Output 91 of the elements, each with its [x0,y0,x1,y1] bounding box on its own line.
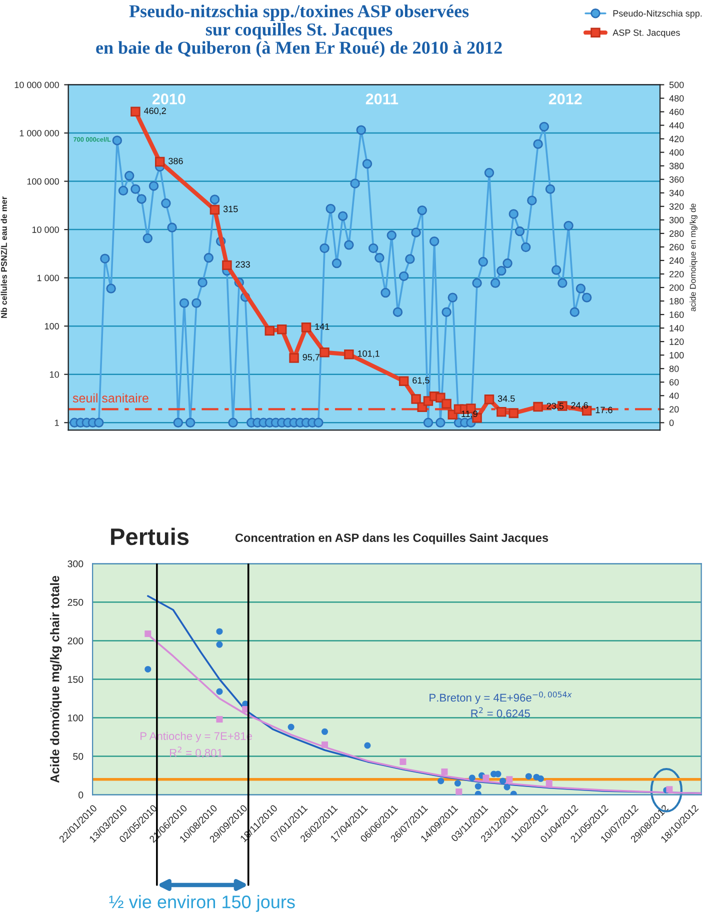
y2-tick-label: 140 [670,325,684,332]
annotation: 2011 [366,94,398,104]
point [525,773,532,780]
point [400,758,406,765]
y2-tick-label: 340 [669,190,684,196]
point [144,630,152,638]
y-tick-label: 150 [68,676,84,683]
y2-tick-label: 200 [670,284,684,291]
data-label: 101,1 [358,350,380,358]
point [500,778,506,784]
y-tick-label: 50 [73,753,84,760]
point [216,641,223,648]
y-tick-label: 10 000 000 [14,82,59,88]
y-tick-label: 1 000 [37,274,59,282]
y-tick-label: 1 [54,420,59,426]
annotation: 2012 [548,94,582,104]
y2-tick-label: 20 [670,406,679,413]
y2-tick-label: 300 [669,216,684,224]
y2-tick-label: 260 [670,244,684,250]
point [506,776,513,783]
y-axis-title: Acide domoïque mg/kg chair totale [50,576,62,783]
y2-tick-label: 380 [669,162,684,170]
y2-tick-label: 400 [669,149,684,156]
annotation: R$^{2}$ = 0,6245 [471,707,530,719]
point [666,786,673,793]
y2-tick-label: 40 [669,392,679,399]
y2-tick-label: 80 [669,366,679,372]
y-tick-label: 200 [68,637,84,644]
point [441,768,448,775]
y2-tick-label: 240 [670,257,684,264]
point [454,780,461,787]
data-label: 34.5 [498,395,515,402]
y2-tick-label: 460 [669,108,684,116]
y2-tick-label: 360 [669,176,684,183]
point [216,628,223,635]
y2-tick-label: 120 [670,338,684,345]
y-tick-label: 0 [78,792,84,798]
point [468,774,476,782]
y-tick-label: 100 [68,714,84,722]
point [546,780,552,787]
point [216,688,223,695]
y-axis-title: Nb cellules PSNZ/L eau de mer [0,196,8,318]
text: ½ vie environ 150 jours [109,895,295,912]
point [438,778,444,784]
data-label: 386 [168,158,183,164]
y-tick-label: 10 000 [32,226,59,233]
point [364,742,371,749]
y2-tick-label: 180 [670,298,684,304]
y2-tick-label: 60 [670,379,679,386]
y2-tick-label: 480 [669,95,684,102]
y-tick-label: 10 [50,371,59,378]
y-tick-label: 300 [68,560,84,568]
data-label: 460,2 [144,108,166,116]
y2-tick-label: 420 [669,136,684,142]
data-label: 233 [236,261,250,268]
legend-label: ASP St. Jacques [612,29,680,38]
point [322,728,328,735]
y2-axis-title: acide Domoique en mg/kg de [690,204,698,312]
point [456,788,462,795]
y2-tick-label: 100 [670,352,684,358]
point [144,666,152,672]
y-tick-label: 1 000 000 [20,130,59,136]
point [474,783,482,790]
y2-tick-label: 440 [669,122,684,129]
y2-tick-label: 0 [669,420,674,426]
annotation: 2010 [152,94,186,104]
y2-tick-label: 500 [669,82,684,88]
data-label: 315 [223,206,238,212]
y-tick-label: 100 [44,323,59,330]
chart-title: Pertuis [111,528,189,546]
y-tick-label: 100 000 [27,178,59,185]
data-label: 23.5 [546,402,564,410]
data-label: 61,5 [412,377,430,385]
chart-subtitle: Concentration en ASP dans les Coquilles Saint Jacques [235,533,548,544]
point [216,716,223,723]
chart-title: Pseudo-nitzschia spp./toxines ASP observées sur coquilles St. Jacques en baie de Quiberon (à Men Er Roué) de 2010 à 2012 [96,4,502,58]
point [288,724,294,730]
y2-tick-label: 280 [670,230,684,237]
point [537,775,544,782]
data-label: 95,7 [302,354,320,362]
y2-tick-label: 220 [670,270,684,278]
data-label: 141 [315,323,330,330]
y2-tick-label: 160 [670,312,684,318]
point [504,784,510,790]
ref-line-label: seuil sanitaire [72,393,148,403]
legend-label: Pseudo-Nitzschia spp. [613,10,702,18]
annotation: P.Breton y = 4E+96e$^{−0,0054x}$ [430,692,572,704]
point [322,741,328,748]
point [482,774,490,782]
y2-tick-label: 320 [669,203,684,210]
y-tick-label: 250 [68,598,84,606]
